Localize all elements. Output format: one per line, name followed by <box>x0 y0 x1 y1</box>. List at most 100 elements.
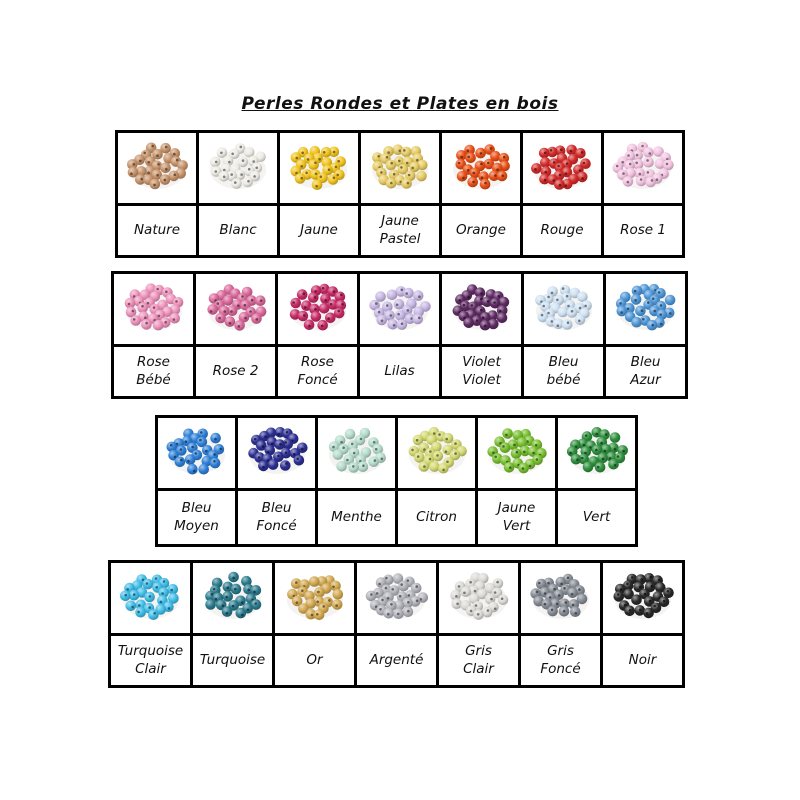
bead-cell-gris-clair <box>436 560 521 636</box>
label-line: Foncé <box>297 371 338 388</box>
label-line: Jaune <box>497 499 536 516</box>
label-line: Turquoise <box>199 651 266 668</box>
label-line: Clair <box>463 660 494 677</box>
label-line: Foncé <box>256 517 297 534</box>
bead-cell-rose-2 <box>193 271 278 347</box>
bead-cluster-gris-fonce <box>529 573 589 619</box>
label-line: Bleu <box>181 499 212 516</box>
label-line: Violet <box>462 371 501 388</box>
bead-cluster-noir <box>613 573 674 619</box>
label-line: Violet <box>462 353 501 370</box>
label-line: Noir <box>628 651 657 668</box>
bead-cell-lilas <box>357 271 442 347</box>
label-line: Vert <box>582 508 611 525</box>
label-argente: Argenté <box>354 633 439 688</box>
label-jaune-pastel: Jaune Pastel <box>358 203 442 258</box>
label-citron: Citron <box>395 488 478 547</box>
bead-cluster-violet-violet <box>452 284 510 331</box>
label-rouge: Rouge <box>520 203 604 258</box>
bead-cell-citron <box>395 415 478 491</box>
bead-cell-noir <box>600 560 685 636</box>
label-lilas: Lilas <box>357 344 442 399</box>
label-violet-violet: Violet Violet <box>439 344 524 399</box>
label-line: Turquoise <box>117 642 184 659</box>
bead-table-1: Nature Blanc Jaune Jaune Pastel Orange Rouge Ro… <box>115 130 685 258</box>
bead-cell-blanc <box>196 130 280 206</box>
label-line: Rose 2 <box>212 362 259 379</box>
bead-cell-orange <box>439 130 523 206</box>
bead-cell-rose-1 <box>601 130 685 206</box>
bead-cluster-rose-2 <box>206 284 266 331</box>
bead-cluster-menthe <box>328 427 386 474</box>
label-orange: Orange <box>439 203 523 258</box>
bead-cluster-lilas <box>368 286 431 330</box>
label-line: Foncé <box>540 660 581 677</box>
label-line: Or <box>306 651 323 668</box>
label-gris-clair: Gris Clair <box>436 633 521 688</box>
label-row: Rose Bébé Rose 2 Rose Foncé Lilas Violet Violet… <box>111 344 688 399</box>
label-or: Or <box>272 633 357 688</box>
bead-cell-menthe <box>315 415 398 491</box>
label-line: Moyen <box>174 517 219 534</box>
label-turquoise-clair: Turquoise Clair <box>108 633 193 688</box>
label-line: Gris <box>465 642 492 659</box>
label-line: Clair <box>135 660 166 677</box>
label-line: Bleu <box>630 353 661 370</box>
bead-cluster-jaune-vert <box>486 428 547 474</box>
bead-cluster-jaune-pastel <box>372 144 428 189</box>
label-gris-fonce: Gris Foncé <box>518 633 603 688</box>
label-row: Bleu Moyen Bleu Foncé Menthe Citron Jaune Vert V… <box>155 488 638 547</box>
swatch-row <box>115 130 685 206</box>
bead-cluster-bleu-azur <box>615 283 675 331</box>
label-line: Argenté <box>369 651 424 668</box>
bead-cell-argente <box>354 560 439 636</box>
page-title: Perles Rondes et Plates en bois <box>241 94 559 114</box>
label-line: Pastel <box>379 230 421 247</box>
label-row: Turquoise Clair Turquoise Or Argenté Gris Clai… <box>108 633 685 688</box>
label-line: Jaune <box>300 221 338 238</box>
label-line: Lilas <box>384 362 415 379</box>
label-rose-fonce: Rose Foncé <box>275 344 360 399</box>
label-bleu-fonce: Bleu Foncé <box>235 488 318 547</box>
bead-cell-vert <box>555 415 638 491</box>
swatch-row <box>111 271 688 347</box>
label-menthe: Menthe <box>315 488 398 547</box>
label-nature: Nature <box>115 203 199 258</box>
bead-cluster-bleu-moyen <box>166 428 225 475</box>
label-jaune: Jaune <box>277 203 361 258</box>
bead-table-3: Bleu Moyen Bleu Foncé Menthe Citron Jaune Vert V… <box>155 415 638 547</box>
bead-cluster-rose-1 <box>612 141 674 189</box>
bead-cell-nature <box>115 130 199 206</box>
bead-cell-or <box>272 560 357 636</box>
label-line: Rose <box>137 353 170 370</box>
label-blanc: Blanc <box>196 203 280 258</box>
bead-cell-gris-fonce <box>518 560 603 636</box>
bead-cluster-blanc <box>209 143 266 189</box>
bead-cluster-gris-clair <box>449 572 508 620</box>
label-vert: Vert <box>555 488 638 547</box>
label-line: Nature <box>133 221 181 238</box>
bead-cluster-jaune <box>290 145 347 190</box>
label-rose-1: Rose 1 <box>601 203 685 258</box>
label-turquoise: Turquoise <box>190 633 275 688</box>
bead-cell-bleu-bebe <box>521 271 606 347</box>
bead-table-4: Turquoise Clair Turquoise Or Argenté Gris Clai… <box>108 560 685 688</box>
label-line: Orange <box>456 221 506 238</box>
label-bleu-azur: Bleu Azur <box>603 344 688 399</box>
bead-cluster-bleu-bebe <box>534 284 592 330</box>
label-line: Blanc <box>219 221 257 238</box>
label-line: Vert <box>502 517 531 534</box>
label-line: Rose <box>301 353 334 370</box>
bead-cluster-bleu-fonce <box>247 427 308 474</box>
label-line: Bleu <box>548 353 579 370</box>
bead-cell-turquoise-clair <box>108 560 193 636</box>
bead-cell-jaune-pastel <box>358 130 442 206</box>
label-line: Gris <box>547 642 574 659</box>
label-line: Menthe <box>331 508 382 525</box>
label-line: Bébé <box>136 371 171 388</box>
label-line: Bleu <box>261 499 292 516</box>
bead-cell-bleu-azur <box>603 271 688 347</box>
bead-cluster-rose-fonce <box>289 283 346 331</box>
bead-cluster-rouge <box>531 144 591 190</box>
label-jaune-vert: Jaune Vert <box>475 488 558 547</box>
